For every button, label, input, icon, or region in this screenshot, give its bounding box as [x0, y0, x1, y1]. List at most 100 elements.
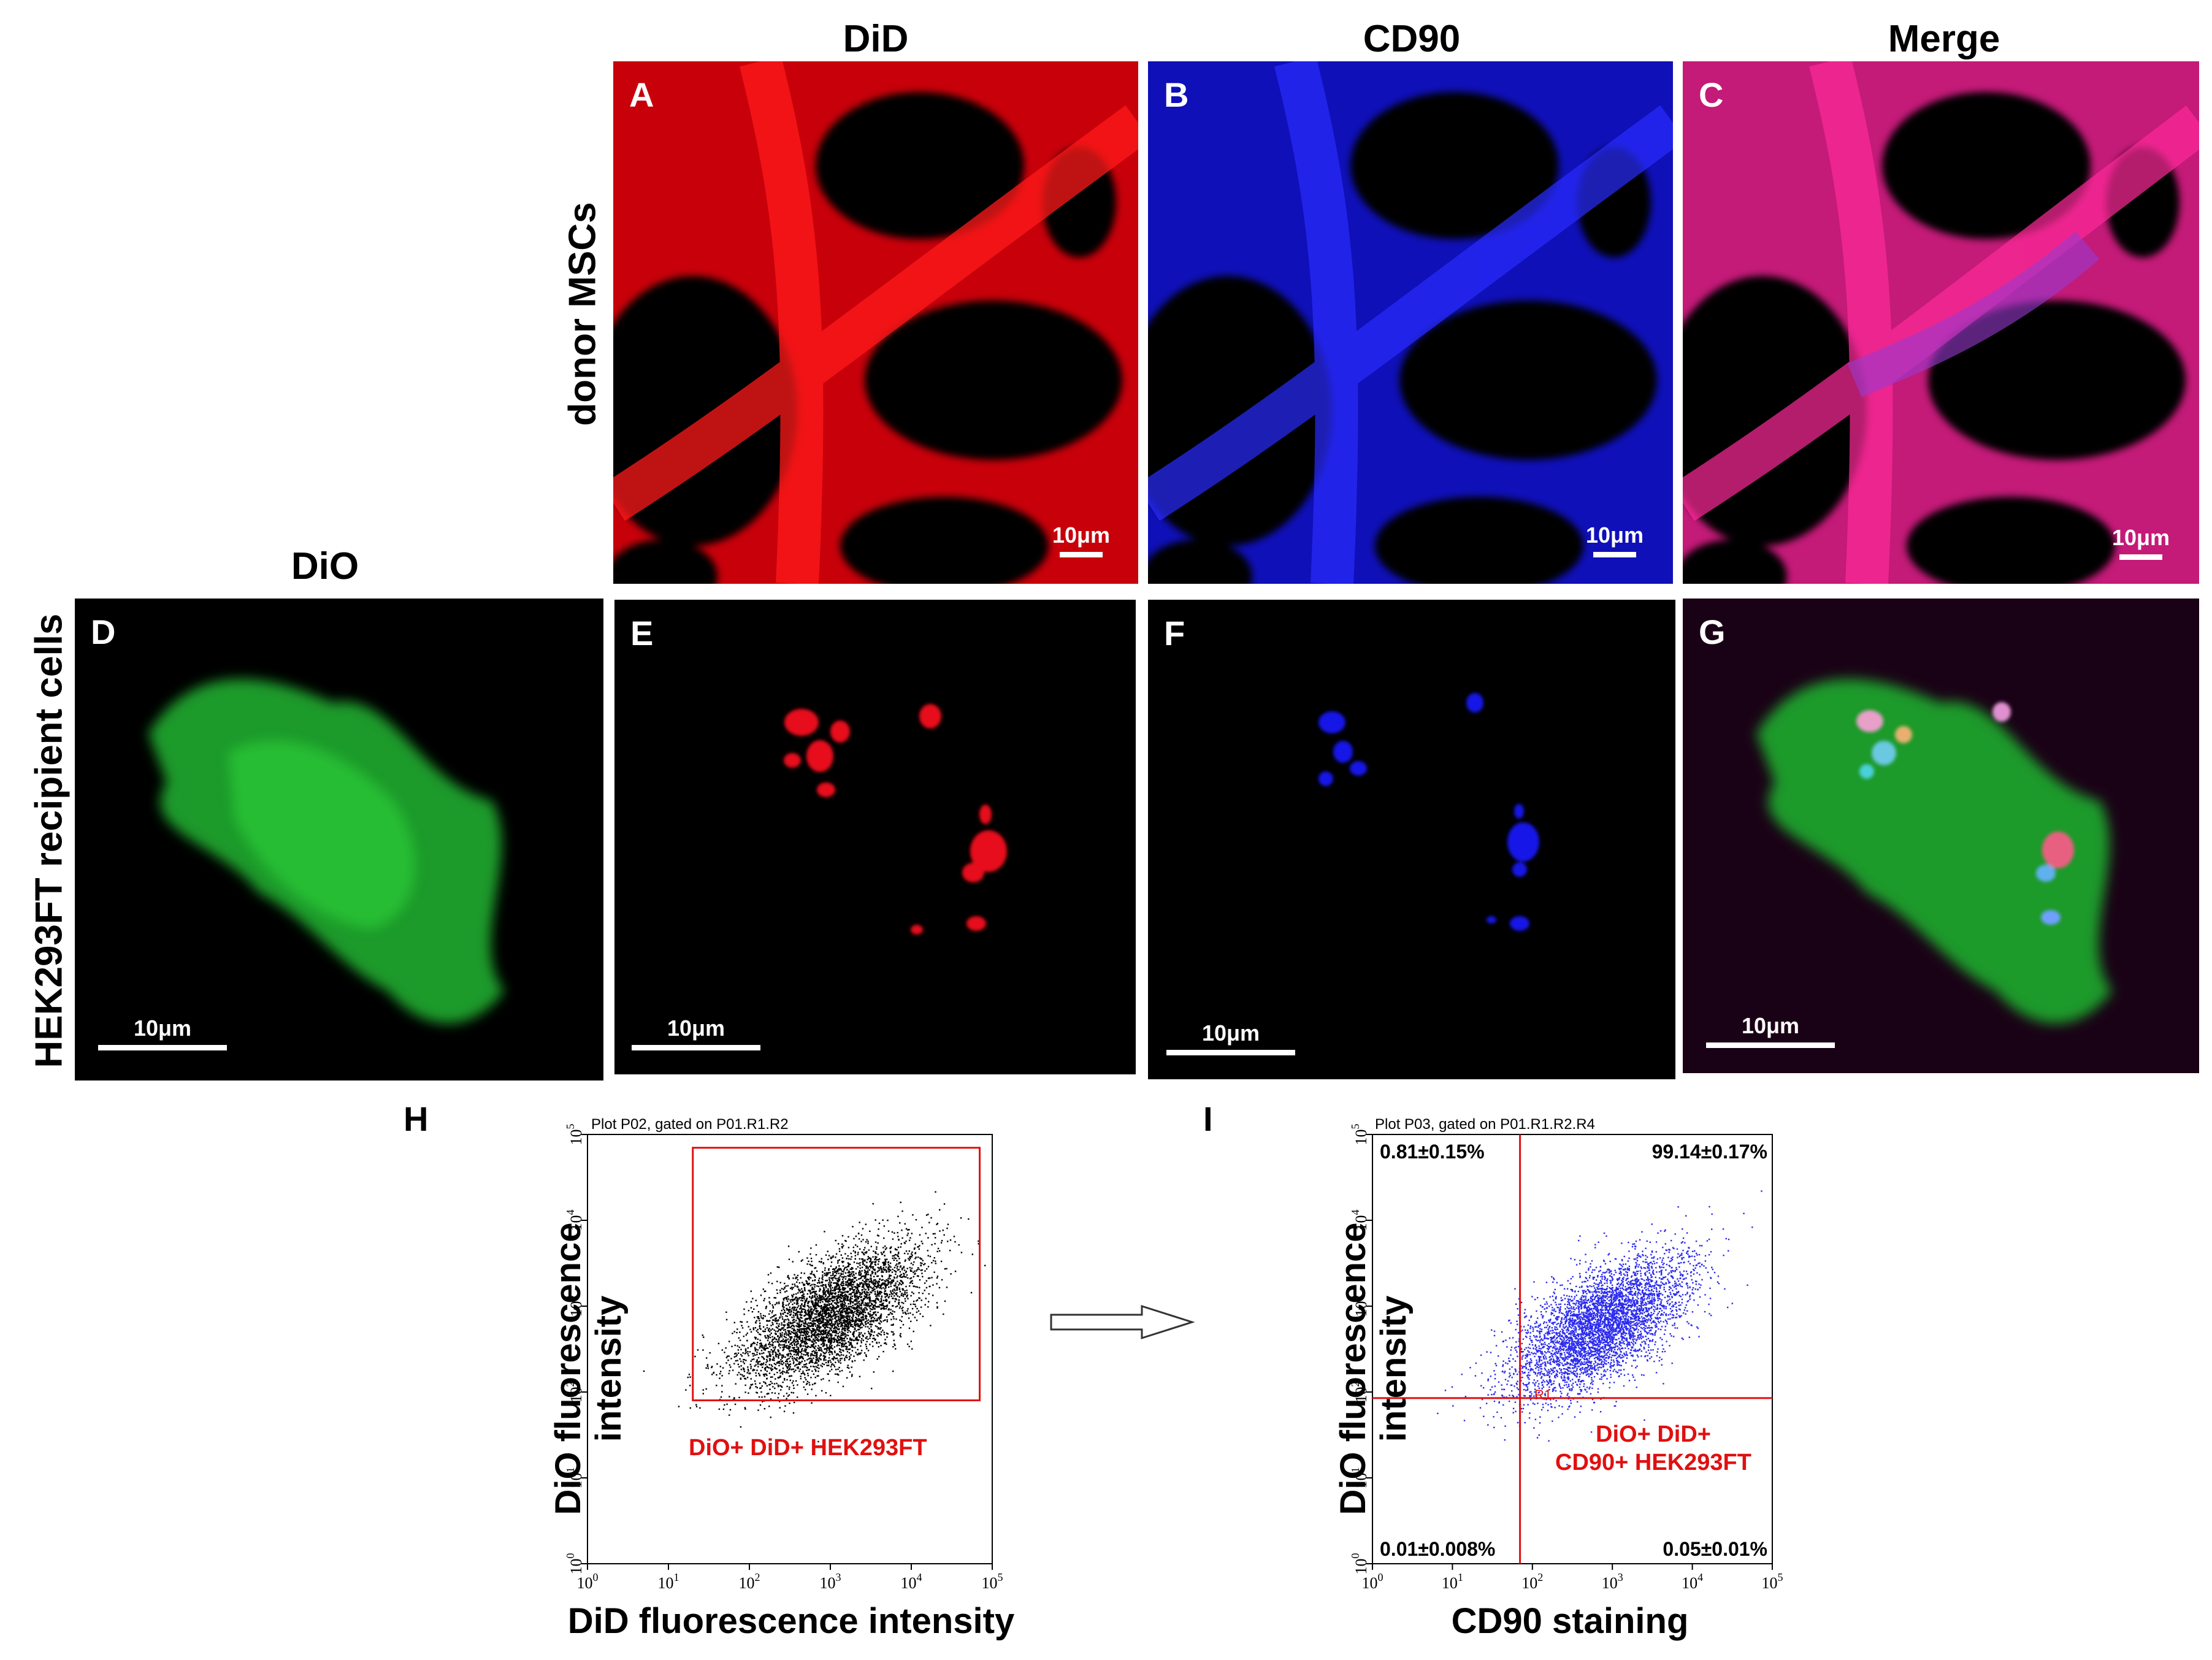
plot-h-point: [863, 1277, 866, 1279]
plot-h-point: [803, 1372, 805, 1374]
plot-h-point: [836, 1324, 839, 1326]
plot-h-point: [814, 1335, 816, 1337]
plot-h-point: [789, 1368, 790, 1371]
plot-h-point: [830, 1347, 833, 1349]
plot-h-point: [789, 1343, 791, 1345]
plot-i-x-tick-label: 102: [1521, 1571, 1543, 1592]
plot-h-point: [833, 1299, 835, 1301]
plot-h-point: [795, 1338, 797, 1341]
plot-h-point: [882, 1283, 884, 1285]
plot-h-point: [695, 1406, 698, 1408]
plot-h-point: [878, 1299, 879, 1301]
plot-h-point: [757, 1363, 759, 1365]
plot-i-point: [1592, 1347, 1594, 1348]
plot-h-point: [824, 1269, 826, 1271]
plot-h-point: [786, 1366, 788, 1368]
plot-h-point: [848, 1322, 850, 1324]
plot-h-point: [797, 1306, 798, 1309]
plot-h-point: [776, 1302, 778, 1304]
plot-h-point: [915, 1286, 917, 1288]
plot-h-point: [876, 1248, 878, 1250]
plot-h-point: [824, 1291, 827, 1293]
plot-i-point: [1580, 1321, 1583, 1323]
plot-h-point: [855, 1352, 857, 1353]
plot-h-point: [874, 1320, 876, 1321]
plot-h-point: [802, 1299, 804, 1302]
plot-h-point: [932, 1284, 934, 1286]
plot-h-point: [893, 1339, 895, 1342]
plot-h-point: [798, 1326, 800, 1328]
plot-h-point: [828, 1364, 830, 1366]
plot-h-point: [852, 1226, 854, 1228]
plot-h-point: [880, 1307, 882, 1309]
plot-h-point: [793, 1351, 795, 1353]
plot-h-point: [851, 1272, 852, 1275]
plot-h-point: [916, 1286, 919, 1288]
plot-i-x-tick-label: 104: [1682, 1571, 1703, 1592]
plot-h-point: [896, 1287, 898, 1289]
plot-h-point: [830, 1322, 832, 1325]
plot-h-point: [796, 1356, 798, 1359]
plot-h-point: [778, 1301, 780, 1303]
plot-h-point: [778, 1376, 781, 1379]
plot-h-point: [764, 1330, 767, 1333]
plot-h-point: [835, 1354, 838, 1356]
plot-h-point: [843, 1350, 844, 1352]
plot-h-point: [844, 1302, 846, 1304]
plot-h-point: [748, 1355, 749, 1356]
plot-h-point: [783, 1395, 785, 1397]
plot-h-point: [908, 1258, 909, 1260]
plot-h-point: [782, 1301, 784, 1303]
plot-h-point: [819, 1312, 821, 1315]
plot-h-point: [845, 1307, 848, 1309]
plot-h-point: [791, 1295, 793, 1296]
plot-h-point: [844, 1328, 846, 1330]
plot-h-point: [935, 1191, 936, 1193]
plot-h-point: [862, 1314, 865, 1316]
plot-h-point: [777, 1397, 779, 1399]
plot-h-point: [808, 1309, 809, 1310]
plot-h-point: [841, 1287, 844, 1288]
plot-h-point: [884, 1339, 886, 1341]
plot-h-point: [752, 1342, 754, 1345]
plot-i-point: [1520, 1380, 1522, 1382]
plot-h-point: [824, 1314, 827, 1315]
plot-h-point: [832, 1304, 834, 1306]
plot-h-point: [768, 1313, 770, 1315]
plot-h-point: [841, 1314, 843, 1316]
plot-h-point: [860, 1307, 863, 1309]
plot-h-point: [760, 1328, 762, 1330]
plot-h-point: [861, 1301, 863, 1303]
plot-h-point: [868, 1281, 870, 1283]
plot-h-point: [876, 1358, 878, 1360]
plot-h-point: [849, 1283, 852, 1286]
plot-h-point: [823, 1315, 825, 1318]
plot-h-point: [797, 1279, 799, 1281]
plot-h-point: [814, 1291, 816, 1293]
plot-h-point: [805, 1314, 806, 1317]
plot-h-point: [848, 1264, 850, 1266]
plot-h-point: [844, 1287, 846, 1290]
plot-h-point: [925, 1280, 928, 1282]
plot-h-point: [870, 1320, 872, 1321]
plot-h-point: [697, 1349, 699, 1351]
plot-h-point: [924, 1290, 925, 1291]
plot-h-point: [841, 1323, 843, 1325]
plot-h-point: [845, 1345, 848, 1347]
plot-h-point: [884, 1342, 886, 1344]
plot-h-point: [795, 1341, 797, 1343]
plot-h-point: [777, 1331, 779, 1333]
plot-h-point: [826, 1309, 828, 1311]
scale-bar-c: 10μm: [2107, 525, 2175, 560]
plot-h-point: [848, 1341, 850, 1343]
plot-h-point: [841, 1257, 844, 1259]
plot-h-point: [864, 1333, 866, 1334]
plot-h-point: [678, 1406, 680, 1407]
plot-h-point: [841, 1334, 843, 1336]
plot-i-point: [1580, 1328, 1582, 1330]
plot-h-point: [755, 1364, 757, 1366]
plot-h-point: [878, 1306, 880, 1308]
plot-h-point: [849, 1309, 851, 1311]
plot-i-point: [1548, 1371, 1550, 1373]
plot-h-point: [804, 1319, 806, 1321]
